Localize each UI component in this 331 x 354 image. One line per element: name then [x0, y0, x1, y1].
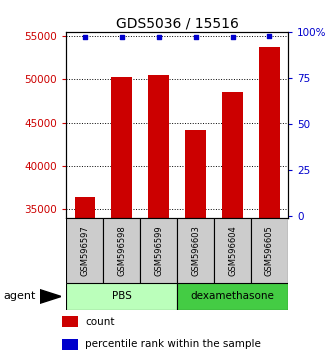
Bar — [66, 283, 177, 310]
Text: dexamethasone: dexamethasone — [191, 291, 274, 302]
Text: GSM596603: GSM596603 — [191, 225, 200, 276]
Point — [156, 35, 161, 40]
Bar — [177, 218, 214, 283]
Bar — [251, 218, 288, 283]
Point — [267, 33, 272, 38]
Bar — [140, 218, 177, 283]
Text: GSM596605: GSM596605 — [265, 225, 274, 276]
Bar — [62, 316, 78, 327]
Bar — [177, 283, 288, 310]
Title: GDS5036 / 15516: GDS5036 / 15516 — [116, 17, 239, 31]
Text: GSM596604: GSM596604 — [228, 225, 237, 276]
Bar — [214, 218, 251, 283]
Bar — [222, 92, 243, 218]
Point — [82, 35, 87, 40]
Point — [119, 35, 124, 40]
Bar — [62, 338, 78, 350]
Bar — [148, 75, 169, 218]
Text: count: count — [85, 317, 115, 327]
Text: PBS: PBS — [112, 291, 132, 302]
Point — [193, 35, 198, 40]
Bar — [259, 47, 280, 218]
Text: GSM596599: GSM596599 — [154, 225, 163, 276]
Text: GSM596598: GSM596598 — [117, 225, 126, 276]
Text: GSM596597: GSM596597 — [80, 225, 89, 276]
Bar — [66, 218, 103, 283]
Bar — [103, 218, 140, 283]
Text: percentile rank within the sample: percentile rank within the sample — [85, 339, 261, 349]
Text: agent: agent — [3, 291, 36, 302]
Polygon shape — [40, 290, 61, 303]
Bar — [185, 130, 206, 218]
Bar — [74, 197, 95, 218]
Bar — [112, 77, 132, 218]
Point — [230, 35, 235, 40]
